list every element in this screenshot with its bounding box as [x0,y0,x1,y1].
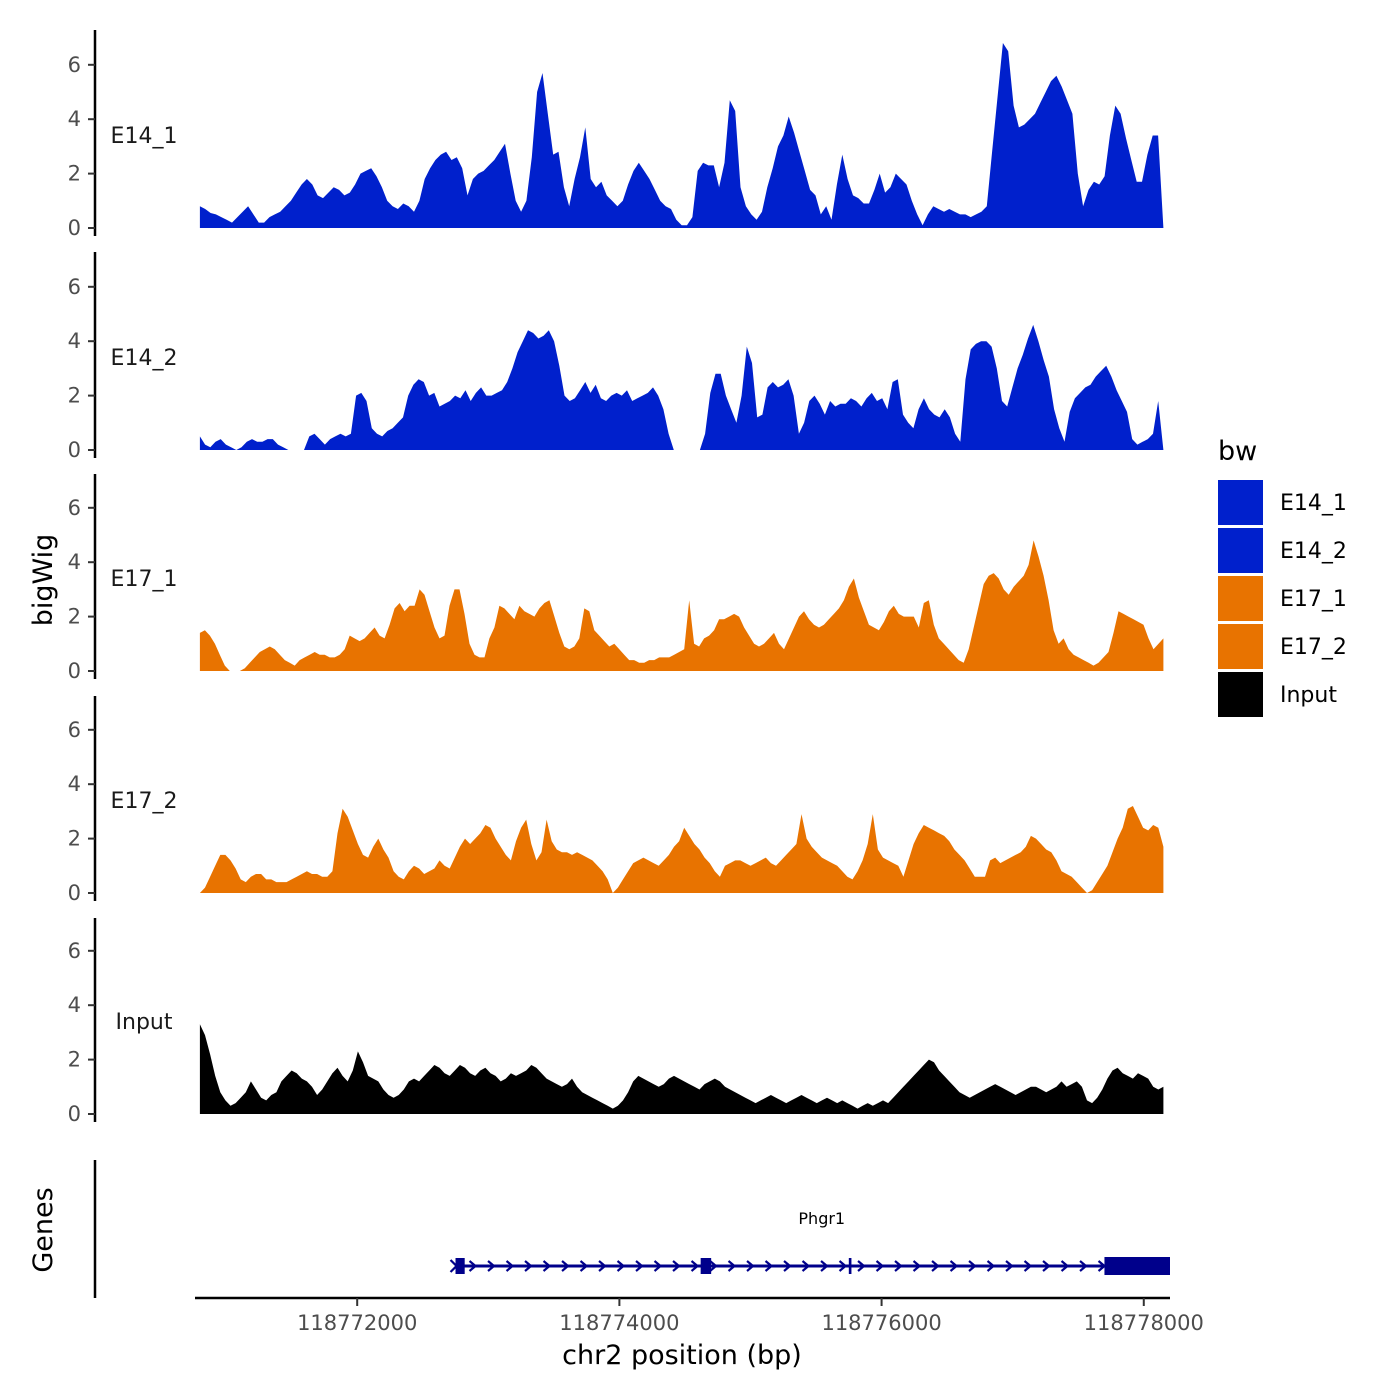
strand-arrow [635,1260,644,1272]
genes-axis-title: Genes [28,1187,59,1272]
strand-arrow [764,1260,774,1272]
strand-arrow [838,1260,848,1272]
signal-area-e17-1 [199,540,1164,671]
track-label: E14_1 [111,124,178,149]
signal-area-input [199,1024,1164,1114]
signal-area-e17-2 [199,806,1164,893]
y-tick-label: 0 [68,659,81,683]
signal-tracks: 0 2 4 6 E14_1 0 2 4 6 E14_2 0 2 4 6 E17_1 0 2 4 6 E17_2 0 2 4 6… [68,30,1164,1126]
signal-area-e14-2 [199,324,1164,450]
legend-swatch-e14-1 [1218,480,1263,525]
track-label: E17_1 [111,567,178,592]
track-label: E14_2 [111,346,178,371]
strand-arrow [949,1260,959,1272]
track-e14-1: 0 2 4 6 E14_1 [68,30,1164,240]
legend: bw E14_1 E14_2 E17_1 E17_2 Input [1218,436,1347,717]
strand-arrow [579,1260,589,1272]
legend-swatch-e17-2 [1218,624,1263,669]
strand-arrow [820,1260,829,1272]
gene-track: Phgr1 [93,1160,1170,1298]
strand-arrow [690,1260,700,1272]
legend-label: E17_1 [1280,587,1347,612]
legend-label: E17_2 [1280,635,1347,660]
y-tick-label: 2 [68,384,81,408]
strand-arrow [542,1260,552,1272]
gene-exon [1104,1257,1170,1275]
gene-phgr1: Phgr1 [449,1209,1170,1275]
strand-arrow [1023,1260,1033,1272]
y-tick-label: 6 [68,53,81,77]
strand-arrow [875,1260,885,1272]
gene-exon [700,1258,712,1274]
legend-swatch-input [1218,672,1263,717]
x-tick-label: 118778000 [1084,1311,1204,1335]
strand-arrow [727,1260,737,1272]
track-e17-1: 0 2 4 6 E17_1 [68,474,1164,683]
y-tick-label: 2 [68,827,81,851]
y-tick-label: 2 [68,605,81,629]
strand-arrow [598,1260,607,1272]
strand-arrow [1060,1260,1070,1272]
y-tick-label: 6 [68,939,81,963]
legend-label: E14_1 [1280,491,1347,516]
track-e14-2: 0 2 4 6 E14_2 [68,252,1164,462]
x-tick-label: 118772000 [297,1311,417,1335]
y-tick-label: 0 [68,438,81,462]
strand-arrow [1005,1260,1014,1272]
strand-arrow [709,1260,718,1272]
strand-arrow [783,1260,792,1272]
strand-arrow [505,1260,515,1272]
x-axis: 118772000 118774000 118776000 118778000 [195,1296,1204,1335]
strand-arrow [487,1260,496,1272]
strand-arrow [912,1260,922,1272]
y-tick-label: 6 [68,275,81,299]
strand-arrow [931,1260,940,1272]
strand-arrow [468,1260,478,1272]
track-label: Input [116,1010,173,1035]
gene-name-label: Phgr1 [798,1209,845,1228]
y-tick-label: 4 [68,550,81,574]
y-tick-label: 4 [68,329,81,353]
legend-swatch-e14-2 [1218,528,1263,573]
strand-arrow [561,1260,570,1272]
legend-swatch-e17-1 [1218,576,1263,621]
x-axis-title: chr2 position (bp) [562,1340,802,1371]
strand-arrow [653,1260,663,1272]
y-tick-label: 4 [68,772,81,796]
strand-arrow [894,1260,903,1272]
y-tick-label: 0 [68,216,81,240]
legend-title: bw [1218,436,1257,467]
track-label: E17_2 [111,789,178,814]
y-tick-label: 6 [68,496,81,520]
gene-exon [848,1258,852,1274]
strand-arrow [857,1260,866,1272]
strand-arrow [1042,1260,1051,1272]
y-tick-label: 6 [68,718,81,742]
y-tick-label: 2 [68,162,81,186]
track-e17-2: 0 2 4 6 E17_2 [68,696,1164,905]
strand-arrow [968,1260,977,1272]
y-axis-title: bigWig [28,534,59,627]
x-tick-label: 118776000 [821,1311,941,1335]
y-tick-label: 4 [68,107,81,131]
track-input: 0 2 4 6 Input [68,918,1164,1126]
strand-arrow [801,1260,811,1272]
strand-arrow [746,1260,755,1272]
signal-area-e14-1 [199,43,1164,228]
x-tick-label: 118774000 [559,1311,679,1335]
gene-exon [455,1258,465,1274]
legend-label: Input [1280,683,1337,708]
y-tick-label: 0 [68,1102,81,1126]
strand-arrow [672,1260,681,1272]
y-tick-label: 0 [68,881,81,905]
strand-arrow [1079,1260,1088,1272]
strand-arrow [524,1260,533,1272]
y-tick-label: 2 [68,1048,81,1072]
strand-arrow [616,1260,626,1272]
legend-label: E14_2 [1280,539,1347,564]
y-tick-label: 4 [68,993,81,1017]
strand-arrow [986,1260,996,1272]
